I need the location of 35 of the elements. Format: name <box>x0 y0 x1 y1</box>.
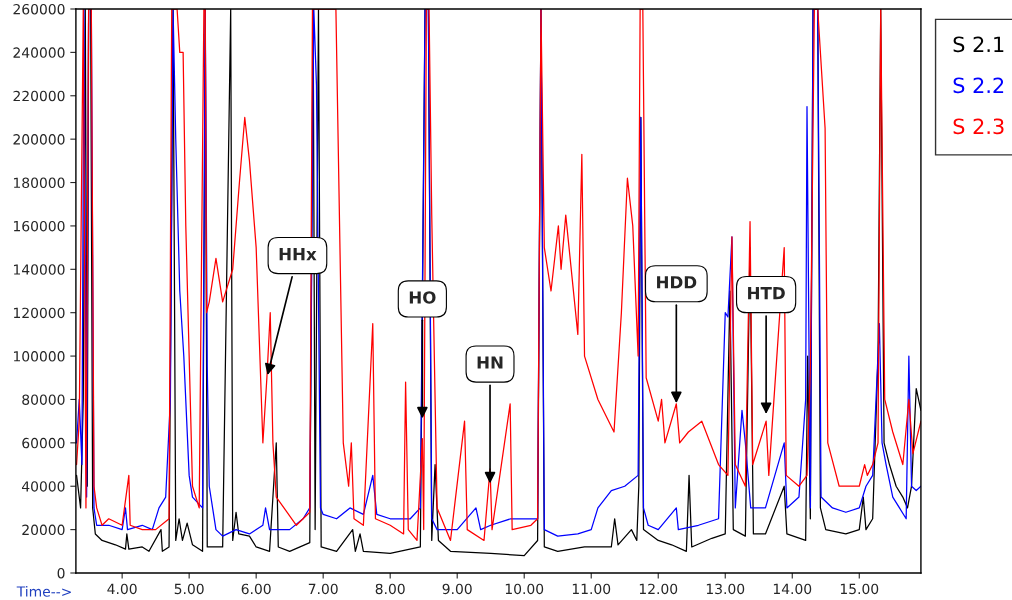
annotation: HTD <box>748 287 785 300</box>
y-tick-label: 180000 <box>13 177 65 189</box>
x-axis-title: Time--> <box>16 586 71 597</box>
annotation: HHx <box>279 247 317 261</box>
x-tick-label: 7.00 <box>308 583 338 595</box>
y-tick-label: 260000 <box>13 3 65 15</box>
y-tick-label: 140000 <box>13 264 65 275</box>
x-tick-label: 13.00 <box>706 583 745 595</box>
annotation: HN <box>477 356 503 369</box>
y-tick-label: 80000 <box>22 394 65 405</box>
x-tick-label: 9.00 <box>442 583 472 595</box>
y-tick-label: 40000 <box>21 481 65 492</box>
text: S 2.2 <box>953 77 1004 94</box>
x-tick-label: 15.00 <box>840 583 879 595</box>
y-tick-label: 220000 <box>13 90 65 102</box>
y-tick-label: 100000 <box>13 351 65 362</box>
x-tick-label: 8.00 <box>375 583 405 595</box>
x-tick-label: 10.00 <box>505 583 544 595</box>
y-tick-label: 0 <box>57 567 65 579</box>
annotation: HDD <box>657 276 697 289</box>
y-tick-label: 200000 <box>13 134 65 145</box>
x-tick-label: 5.00 <box>174 583 204 595</box>
text: S 2.1 <box>953 36 1004 53</box>
y-tick-label: 160000 <box>13 220 65 232</box>
x-tick-label: 6.00 <box>241 583 271 595</box>
y-tick-label: 240000 <box>13 47 65 58</box>
y-tick-label: 60000 <box>22 437 65 449</box>
x-tick-label: 14.00 <box>773 583 812 595</box>
x-tick-label: 4.00 <box>107 583 137 595</box>
text: S 2.3 <box>953 118 1004 135</box>
x-tick-label: 11.00 <box>572 583 611 595</box>
annotation: HO <box>409 291 436 304</box>
y-tick-label: 20000 <box>22 524 65 536</box>
y-tick-label: 120000 <box>13 307 65 319</box>
x-tick-label: 12.00 <box>639 583 678 595</box>
